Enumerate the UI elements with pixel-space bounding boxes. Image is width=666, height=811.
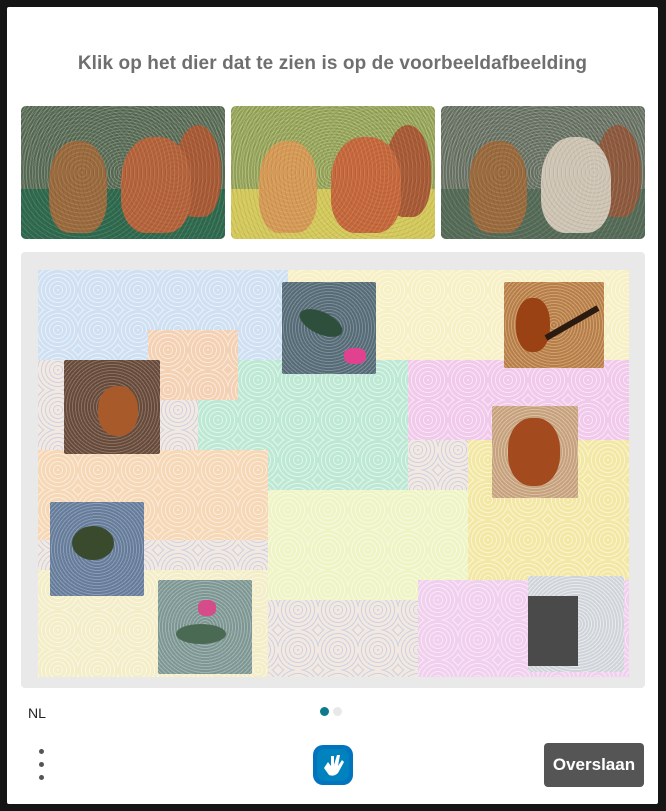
captcha-card: Klik op het dier dat te zien is op de vo… [7,7,658,804]
example-image-2 [231,106,435,239]
squirrel-figure [331,137,401,233]
cat-figure [469,141,527,233]
tile-violin-1[interactable] [504,282,604,368]
page-dot-inactive [333,707,342,716]
window-figure [528,596,578,666]
tile-squirrel[interactable] [64,360,160,454]
example-image-1 [21,106,225,239]
example-image-3 [441,106,645,239]
tile-bird[interactable] [50,502,144,596]
tile-window[interactable] [528,576,624,672]
example-images [21,106,645,239]
hand-icon [313,745,353,785]
squirrel-figure [98,386,138,436]
violin-figure [516,298,550,352]
tile-hummingbird-2[interactable] [158,580,252,674]
hcaptcha-hand-logo[interactable] [311,743,355,787]
cat-figure [259,141,317,233]
language-selector[interactable]: NL [28,705,46,721]
skip-button[interactable]: Overslaan [544,743,644,787]
challenge-canvas[interactable] [38,270,629,677]
violin-figure [508,418,560,486]
hummingbird-figure [295,303,347,343]
squirrel-figure [541,137,611,233]
more-vertical-icon[interactable] [33,748,51,784]
cat-figure [49,141,107,233]
tile-violin-2[interactable] [492,406,578,498]
page-dot-active [320,707,329,716]
squirrel-figure [121,137,191,233]
tile-hummingbird-1[interactable] [282,282,376,374]
challenge-area [21,252,645,688]
challenge-prompt: Klik op het dier dat te zien is op de vo… [77,53,588,74]
bird-figure [72,526,114,560]
hummingbird-figure [198,600,216,616]
